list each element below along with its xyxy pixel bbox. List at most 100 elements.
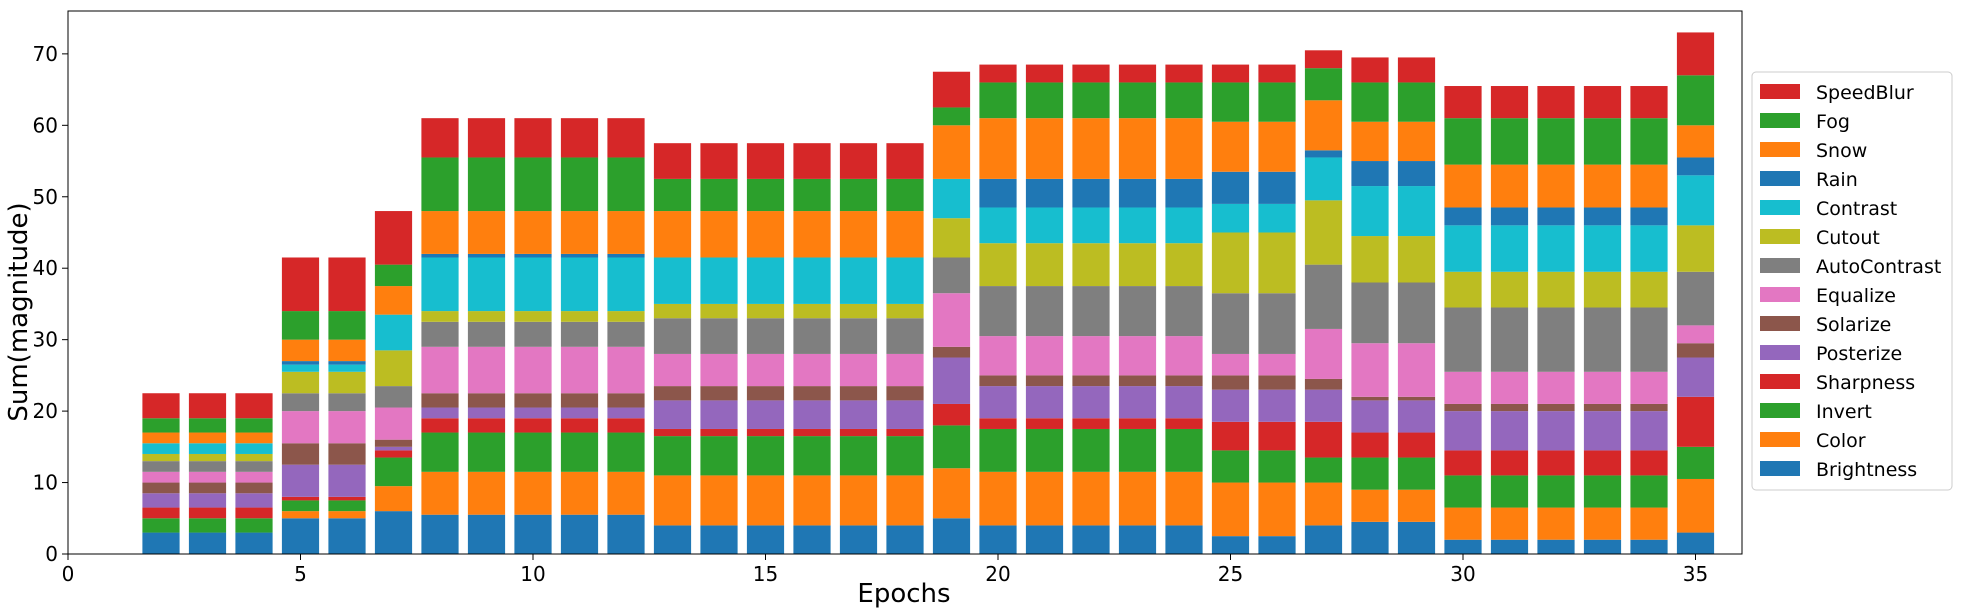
bar-segment-invert-epoch-7 xyxy=(374,457,413,487)
bar-segment-cutout-epoch-10 xyxy=(514,311,552,322)
bar-segment-contrast-epoch-33 xyxy=(1583,225,1622,272)
bar-segment-snow-epoch-26 xyxy=(1258,121,1296,172)
bar-segment-posterize-epoch-23 xyxy=(1118,386,1157,419)
bar-segment-brightness-epoch-22 xyxy=(1072,525,1110,554)
bar-segment-fog-epoch-7 xyxy=(374,264,413,287)
bar-segment-solarize-epoch-5 xyxy=(281,443,320,465)
bar-segment-equalize-epoch-5 xyxy=(281,411,320,444)
bar-segment-solarize-epoch-8 xyxy=(421,393,459,408)
legend-label-cutout: Cutout xyxy=(1816,227,1880,249)
bar-segment-brightness-epoch-28 xyxy=(1351,521,1389,554)
bar-segment-cutout-epoch-27 xyxy=(1304,200,1343,265)
legend-swatch-rain xyxy=(1760,171,1800,186)
bar-segment-sharpness-epoch-17 xyxy=(839,428,878,437)
bar-segment-posterize-epoch-28 xyxy=(1351,400,1389,433)
bar-segment-speedblur-epoch-24 xyxy=(1165,64,1203,83)
bar-segment-fog-epoch-21 xyxy=(1025,82,1064,119)
bar-segment-rain-epoch-9 xyxy=(467,253,506,258)
bar-segment-sharpness-epoch-14 xyxy=(700,428,738,437)
bar-segment-contrast-epoch-6 xyxy=(328,364,366,372)
bar-segment-speedblur-epoch-23 xyxy=(1118,64,1157,83)
bar-segment-invert-epoch-12 xyxy=(607,432,645,472)
y-tick-label: 0 xyxy=(45,542,58,566)
bar-segment-autocontrast-epoch-29 xyxy=(1397,282,1436,344)
bar-segment-posterize-epoch-14 xyxy=(700,400,738,429)
bar-segment-equalize-epoch-34 xyxy=(1630,371,1668,404)
bar-segment-speedblur-epoch-22 xyxy=(1072,64,1110,83)
bar-segment-sharpness-epoch-19 xyxy=(932,403,971,426)
bar-segment-brightness-epoch-27 xyxy=(1304,525,1343,554)
bar-segment-autocontrast-epoch-22 xyxy=(1072,286,1110,337)
bar-segment-autocontrast-epoch-24 xyxy=(1165,286,1203,337)
bar-segment-speedblur-epoch-10 xyxy=(514,118,552,158)
bar-segment-invert-epoch-19 xyxy=(932,425,971,469)
bar-segment-contrast-epoch-8 xyxy=(421,257,459,312)
bar-segment-snow-epoch-28 xyxy=(1351,121,1389,162)
bar-segment-rain-epoch-28 xyxy=(1351,161,1389,187)
bar-segment-cutout-epoch-29 xyxy=(1397,236,1436,283)
bar-segment-equalize-epoch-9 xyxy=(467,346,506,394)
bar-segment-fog-epoch-15 xyxy=(746,178,785,212)
bar-segment-solarize-epoch-23 xyxy=(1118,375,1157,387)
bar-segment-contrast-epoch-32 xyxy=(1537,225,1575,272)
bar-segment-brightness-epoch-26 xyxy=(1258,536,1296,554)
bar-segment-speedblur-epoch-8 xyxy=(421,118,459,158)
bar-segment-equalize-epoch-23 xyxy=(1118,336,1157,376)
bar-segment-posterize-epoch-17 xyxy=(839,400,878,429)
bar-segment-snow-epoch-33 xyxy=(1583,164,1622,208)
bar-segment-cutout-epoch-19 xyxy=(932,218,971,258)
bar-segment-sharpness-epoch-8 xyxy=(421,418,459,433)
legend-label-contrast: Contrast xyxy=(1816,198,1897,220)
bar-segment-snow-epoch-3 xyxy=(188,432,227,444)
bar-segment-posterize-epoch-35 xyxy=(1676,357,1715,397)
bar-segment-contrast-epoch-11 xyxy=(560,257,599,312)
bar-segment-color-epoch-14 xyxy=(700,475,738,526)
bar-segment-cutout-epoch-25 xyxy=(1211,232,1250,294)
bar-segment-invert-epoch-2 xyxy=(142,518,180,533)
bar-segment-contrast-epoch-24 xyxy=(1165,207,1203,244)
bar-segment-equalize-epoch-24 xyxy=(1165,336,1203,376)
bar-segment-solarize-epoch-28 xyxy=(1351,396,1389,401)
bar-segment-snow-epoch-4 xyxy=(235,432,273,444)
bar-segment-fog-epoch-25 xyxy=(1211,82,1250,122)
bar-segment-solarize-epoch-7 xyxy=(374,439,413,447)
bar-segment-sharpness-epoch-25 xyxy=(1211,421,1250,451)
bar-segment-rain-epoch-23 xyxy=(1118,178,1157,208)
bar-segment-speedblur-epoch-32 xyxy=(1537,86,1575,119)
bar-segment-contrast-epoch-27 xyxy=(1304,157,1343,201)
bar-segment-sharpness-epoch-10 xyxy=(514,418,552,433)
bar-segment-equalize-epoch-13 xyxy=(653,353,692,387)
bar-segment-contrast-epoch-2 xyxy=(142,443,180,454)
bar-segment-cutout-epoch-13 xyxy=(653,303,692,319)
bar-segment-invert-epoch-17 xyxy=(839,436,878,476)
bar-segment-color-epoch-20 xyxy=(979,471,1017,526)
bar-segment-cutout-epoch-11 xyxy=(560,311,599,322)
bar-segment-solarize-epoch-14 xyxy=(700,386,738,401)
y-tick-label: 60 xyxy=(33,113,58,137)
bar-segment-contrast-epoch-10 xyxy=(514,257,552,312)
bar-segment-color-epoch-10 xyxy=(514,471,552,515)
bar-segment-speedblur-epoch-26 xyxy=(1258,64,1296,83)
bar-segment-speedblur-epoch-7 xyxy=(374,211,413,265)
bar-segment-autocontrast-epoch-6 xyxy=(328,393,366,412)
bar-segment-contrast-epoch-9 xyxy=(467,257,506,312)
bar-segment-color-epoch-13 xyxy=(653,475,692,526)
bar-segment-contrast-epoch-35 xyxy=(1676,175,1715,226)
bar-segment-invert-epoch-22 xyxy=(1072,428,1110,472)
bar-segment-fog-epoch-24 xyxy=(1165,82,1203,119)
legend-swatch-autocontrast xyxy=(1760,258,1800,273)
bar-segment-autocontrast-epoch-20 xyxy=(979,286,1017,337)
plot-frame xyxy=(67,10,1743,555)
bar-segment-posterize-epoch-11 xyxy=(560,407,599,419)
bar-segment-color-epoch-33 xyxy=(1583,507,1622,540)
bar-segment-sharpness-epoch-34 xyxy=(1630,450,1668,476)
x-tick-label: 30 xyxy=(1450,562,1475,586)
bar-segment-invert-epoch-23 xyxy=(1118,428,1157,472)
axes-layer: 0 5 10 15 20 25 30 35 0 10 20 30 40 50 60 70 xyxy=(33,10,1743,586)
bar-segment-brightness-epoch-17 xyxy=(839,525,878,554)
bar-segment-solarize-epoch-10 xyxy=(514,393,552,408)
bar-segment-rain-epoch-30 xyxy=(1444,207,1482,226)
bar-segment-fog-epoch-6 xyxy=(328,311,366,340)
bar-segment-fog-epoch-34 xyxy=(1630,118,1668,165)
bar-segment-speedblur-epoch-30 xyxy=(1444,86,1482,119)
